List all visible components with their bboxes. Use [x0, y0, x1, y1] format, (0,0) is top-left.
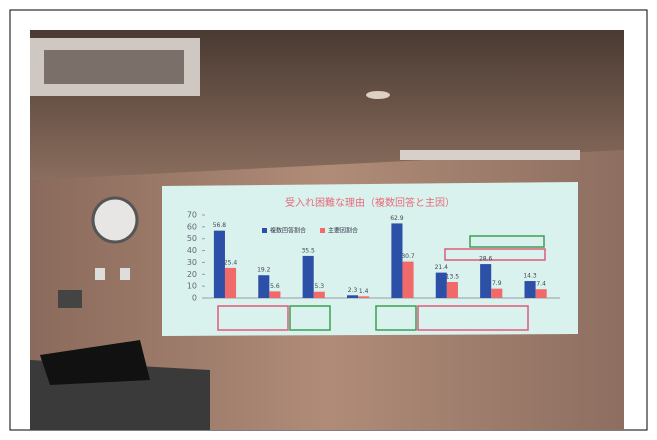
value-label: 56.8 [213, 222, 227, 229]
bar [269, 291, 281, 298]
highlight-box [217, 305, 289, 331]
bar [524, 281, 536, 298]
highlight-box [417, 305, 529, 331]
ceiling-light [366, 91, 390, 99]
value-label: 7.9 [492, 280, 502, 287]
legend-label: 主要因割合 [328, 227, 358, 235]
highlight-box [289, 305, 331, 331]
y-tick-label: 60 [187, 222, 197, 231]
wall-phone [58, 290, 82, 308]
y-tick-label: 10 [187, 282, 197, 291]
y-tick-label: 50 [187, 234, 197, 243]
legend-swatch [262, 228, 267, 233]
bar [391, 223, 403, 298]
bar [347, 295, 359, 298]
value-label: 28.6 [479, 256, 493, 263]
bar [402, 261, 414, 298]
bar [435, 272, 447, 298]
y-tick-label: 20 [187, 270, 197, 279]
value-label: 5.6 [270, 283, 280, 290]
ceiling-vent [400, 150, 580, 160]
annotation-box [444, 248, 546, 261]
bar [491, 288, 503, 298]
value-label: 7.4 [536, 281, 546, 288]
y-tick-label: 40 [187, 246, 197, 255]
highlight-box [375, 305, 417, 331]
switch [120, 268, 130, 280]
value-label: 19.2 [257, 267, 271, 274]
y-tick-label: 70 [187, 211, 197, 220]
value-label: 14.3 [523, 273, 537, 280]
bar [213, 230, 225, 298]
bar [224, 267, 237, 298]
bar [358, 296, 370, 298]
value-label: 35.5 [301, 247, 315, 254]
value-label: 2.3 [348, 287, 358, 294]
bar [313, 291, 325, 298]
value-label: 13.5 [446, 273, 460, 280]
bar [446, 281, 458, 298]
bar [258, 275, 270, 298]
value-label: 1.4 [359, 288, 369, 295]
value-label: 25.4 [224, 259, 238, 266]
legend-swatch [320, 228, 325, 233]
bar [480, 264, 492, 298]
air-vent [44, 50, 184, 84]
value-label: 62.9 [390, 215, 404, 222]
bar [535, 289, 547, 298]
y-tick-label: 30 [187, 258, 197, 267]
switch [95, 268, 105, 280]
legend-label: 複数回答割合 [270, 227, 306, 235]
wall-clock [91, 196, 139, 244]
value-label: 30.7 [401, 253, 415, 260]
value-label: 21.4 [435, 264, 449, 271]
y-tick-label: 0 [192, 294, 197, 303]
laptop [40, 340, 150, 385]
annotation-box [469, 235, 545, 248]
bar [302, 255, 314, 298]
chart-title: 受入れ困難な理由（複数回答と主因） [285, 196, 455, 209]
value-label: 5.3 [314, 283, 324, 290]
